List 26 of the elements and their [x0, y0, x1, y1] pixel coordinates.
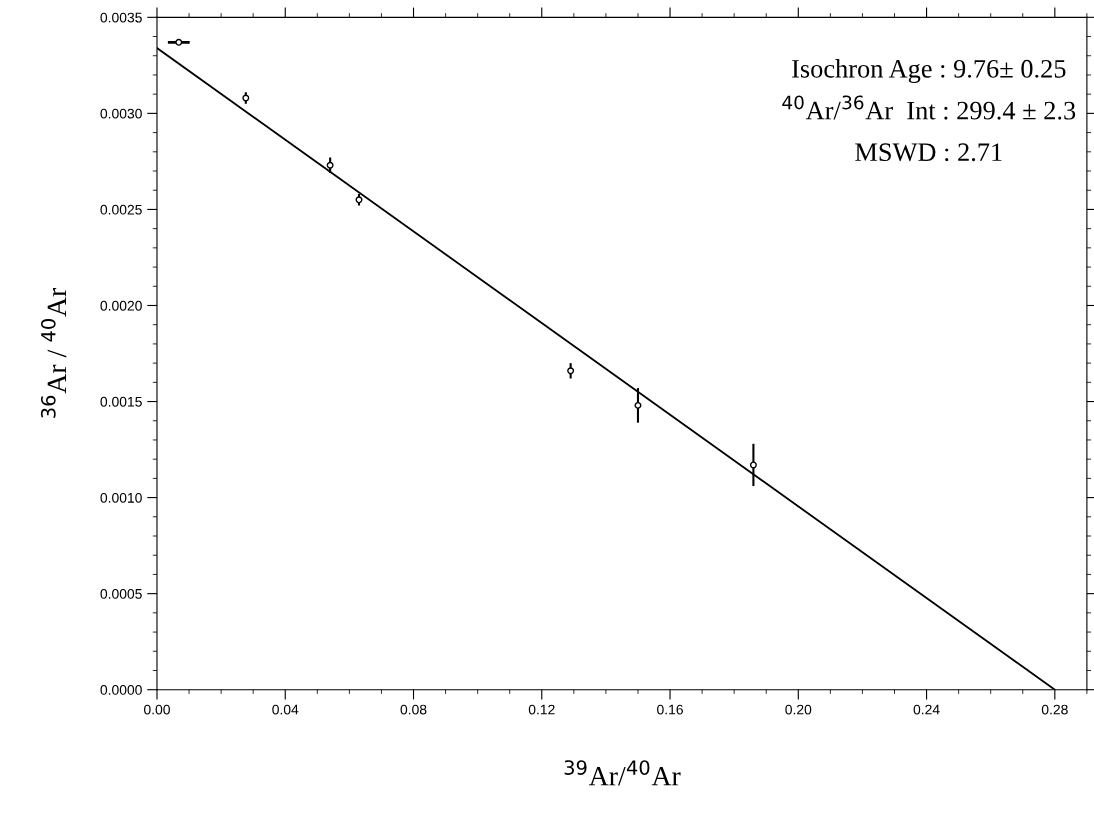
point: [634, 401, 642, 409]
y-tick-label: 0.0015: [100, 396, 142, 407]
x-tick-label: 0.24: [913, 704, 940, 715]
x-tick-label: 0.16: [657, 704, 683, 715]
x-tick-label: 0.04: [272, 704, 299, 715]
annotation: $^{40}$Ar/$^{36}$Ar Int : 299.4 ± 2.3: [782, 95, 1076, 120]
x-tick-label: 0.20: [785, 704, 812, 715]
y-tick-label: 0.0030: [100, 108, 142, 119]
y-axis-title: $^{36}$Ar / $^{40}$Ar: [40, 287, 67, 418]
x-tick-label: 0.00: [144, 704, 170, 715]
y-tick-label: 0.0020: [100, 300, 142, 311]
annotation: Isochron Age : 9.76± 0.25: [792, 59, 1066, 84]
x-tick-label: 0.08: [400, 704, 427, 715]
y-tick-label: 0.0005: [100, 588, 142, 599]
point: [326, 161, 334, 169]
x-tick-label: 0.12: [528, 704, 555, 715]
y-tick-label: 0.0010: [100, 492, 142, 503]
x-axis-title: $^{39}$Ar/$^{40}$Ar: [564, 760, 681, 786]
y-tick-label: 0.0000: [100, 685, 142, 695]
point: [175, 38, 183, 46]
annotation: MSWD : 2.71: [855, 143, 1002, 162]
point: [567, 367, 575, 375]
x-tick-label: 0.28: [1041, 704, 1068, 715]
point: [749, 461, 757, 469]
y-tick-label: 0.0035: [100, 12, 142, 23]
y-tick-label: 0.0025: [100, 204, 142, 215]
